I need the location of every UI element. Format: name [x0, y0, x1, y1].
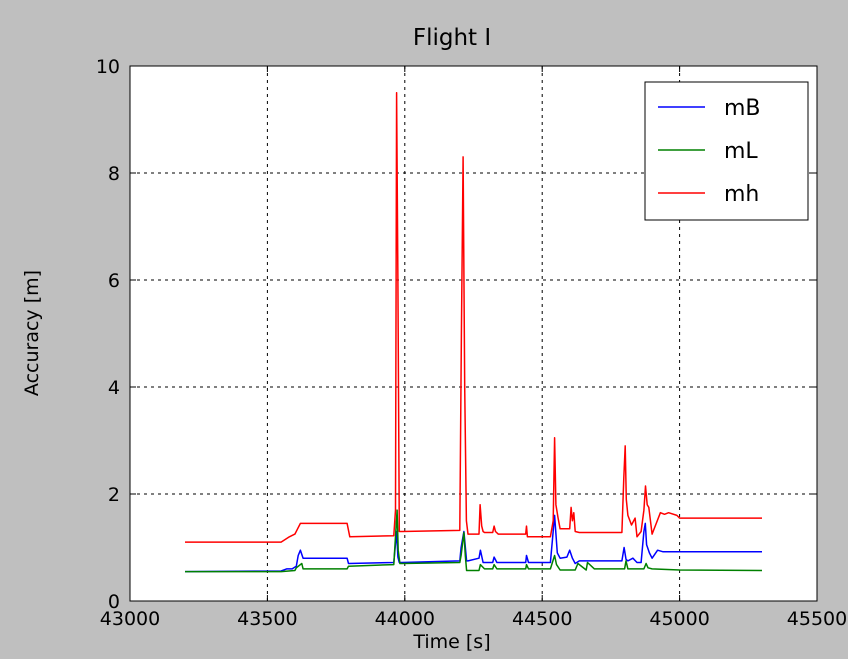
x-tick-label: 43000 — [100, 608, 160, 630]
legend-box — [644, 81, 809, 221]
series-group — [184, 92, 763, 573]
plot-frame — [129, 65, 818, 602]
y-tick-label: 6 — [108, 270, 120, 292]
legend-label-mh: mh — [724, 182, 759, 207]
ticks — [129, 65, 818, 602]
y-tick-label: 2 — [108, 484, 120, 506]
legend-label-mB: mB — [724, 96, 761, 121]
legend-label-mL: mL — [724, 139, 758, 164]
x-tick-label: 45500 — [787, 608, 847, 630]
x-tick-labels: 43000 43500 44000 44500 45000 45500 — [100, 608, 847, 630]
x-tick-label: 43500 — [237, 608, 297, 630]
series-line-mB — [184, 514, 762, 573]
x-tick-label: 44000 — [375, 608, 435, 630]
chart-title: Flight I — [413, 25, 491, 51]
series-line-mL — [185, 509, 763, 573]
y-tick-label: 4 — [108, 377, 120, 399]
x-axis-label: Time [s] — [412, 631, 490, 653]
y-tick-label: 8 — [108, 163, 120, 185]
y-tick-labels: 0 2 4 6 8 10 — [96, 56, 120, 613]
y-axis-label: Accuracy [m] — [21, 270, 43, 396]
x-tick-label: 45000 — [649, 608, 709, 630]
legend: mB mL mh — [644, 81, 809, 221]
grid — [130, 66, 817, 601]
y-tick-label: 0 — [108, 591, 120, 613]
y-tick-label: 10 — [96, 56, 120, 78]
x-tick-label: 44500 — [512, 608, 572, 630]
series-line-mh — [185, 92, 762, 543]
